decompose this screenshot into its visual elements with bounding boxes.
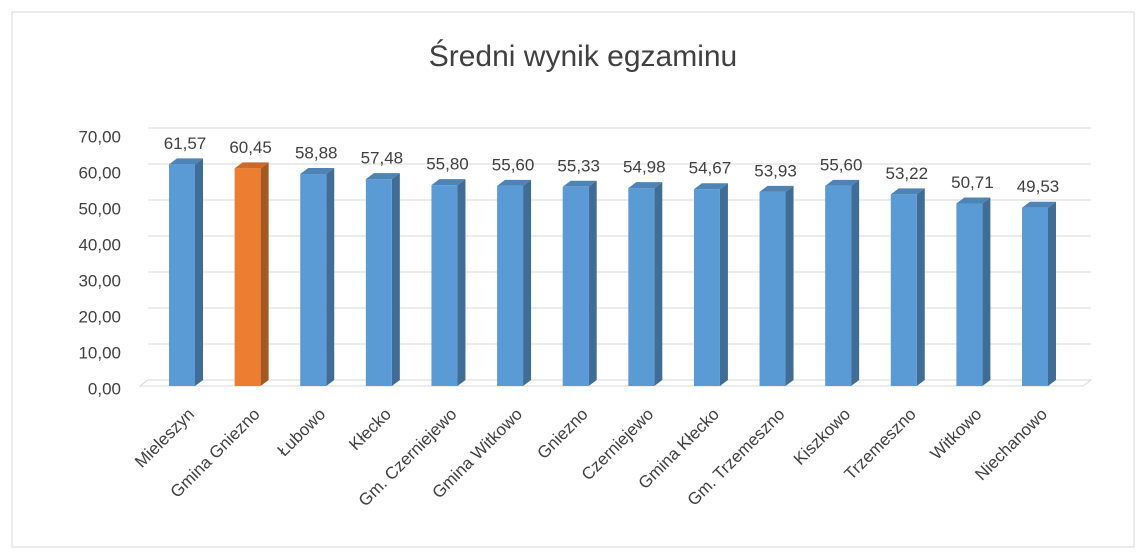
- data-label: 55,33: [557, 156, 600, 175]
- bar-side: [916, 188, 925, 386]
- bar-side: [457, 179, 466, 386]
- bar: [562, 186, 589, 386]
- bar: [890, 194, 917, 386]
- data-label: 54,67: [689, 159, 732, 178]
- bar: [628, 188, 655, 386]
- y-tick-label: 0,00: [88, 379, 121, 398]
- data-label: 53,93: [754, 161, 797, 180]
- data-label: 58,88: [295, 144, 338, 163]
- bar: [759, 191, 786, 386]
- bar-top: [628, 182, 663, 189]
- bar-top: [825, 179, 860, 186]
- bar-top: [759, 185, 794, 192]
- bar-side: [588, 180, 597, 386]
- bar-top: [234, 162, 269, 169]
- bar: [365, 179, 392, 386]
- bar: [497, 185, 524, 386]
- y-tick-label: 30,00: [78, 271, 121, 290]
- bar-side: [260, 162, 269, 386]
- bar-side: [326, 168, 335, 386]
- y-tick-label: 60,00: [78, 163, 121, 182]
- data-label: 50,71: [951, 173, 994, 192]
- bar: [169, 164, 195, 386]
- y-tick-label: 70,00: [78, 127, 121, 146]
- bar-side: [654, 182, 663, 386]
- bar-top: [431, 179, 466, 186]
- bar-top: [693, 183, 728, 190]
- chart-title: Średni wynik egzaminu: [429, 39, 737, 73]
- bar: [693, 189, 720, 386]
- data-label: 55,80: [426, 155, 469, 174]
- data-label: 61,57: [164, 134, 207, 153]
- bar: [234, 168, 261, 386]
- bar-top: [169, 158, 203, 165]
- bar-side: [982, 197, 991, 386]
- bar-side: [391, 173, 400, 386]
- data-label: 55,60: [492, 155, 535, 174]
- bar-side: [523, 179, 532, 386]
- bar: [825, 185, 852, 386]
- y-tick-label: 40,00: [78, 235, 121, 254]
- bar: [300, 174, 327, 386]
- bar-side: [1048, 201, 1056, 386]
- data-label: 53,22: [885, 164, 928, 183]
- y-tick-label: 10,00: [78, 343, 121, 362]
- data-label: 49,53: [1017, 177, 1060, 196]
- bar: [431, 185, 458, 386]
- bar-top: [956, 197, 991, 204]
- bar-top: [300, 168, 335, 175]
- data-label: 57,48: [361, 149, 404, 168]
- y-tick-label: 50,00: [78, 199, 121, 218]
- data-label: 54,98: [623, 158, 666, 177]
- bar-side: [785, 185, 794, 386]
- bar-side: [851, 179, 860, 386]
- data-label: 60,45: [229, 138, 272, 157]
- bar-top: [497, 179, 532, 186]
- bar-top: [1022, 201, 1056, 208]
- bar-side: [195, 158, 203, 386]
- data-label: 55,60: [820, 155, 863, 174]
- bar-side: [719, 183, 728, 386]
- bar-top: [562, 180, 597, 187]
- bar-top: [365, 173, 400, 180]
- y-tick-label: 20,00: [78, 307, 121, 326]
- bar-top: [890, 188, 925, 195]
- bar: [956, 203, 983, 386]
- bar: [1022, 207, 1048, 386]
